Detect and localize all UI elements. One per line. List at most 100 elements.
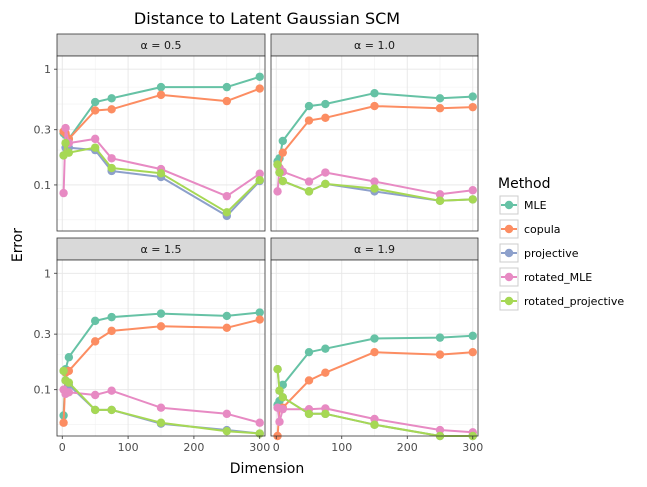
- legend-entry-projective: projective: [499, 243, 579, 263]
- legend-entry-rotated_MLE: rotated_MLE: [499, 267, 592, 287]
- data-point-MLE: [156, 82, 166, 92]
- panel-1: α = 0.5 0.1 0.3 1: [34, 33, 266, 232]
- y-tick-label: 0.3: [34, 328, 52, 341]
- data-point-rotated_projective: [435, 196, 445, 205]
- legend-label: rotated_MLE: [524, 271, 592, 284]
- x-tick-label: 300: [462, 441, 483, 454]
- data-point-copula: [321, 113, 330, 123]
- data-point-rotated_MLE: [435, 425, 445, 435]
- data-point-copula: [59, 418, 68, 427]
- data-point-rotated_projective: [59, 366, 68, 376]
- data-point-rotated_projective: [90, 405, 100, 415]
- data-point-copula: [107, 326, 116, 336]
- data-point-rotated_MLE: [222, 191, 232, 201]
- data-point-rotated_MLE: [107, 154, 116, 163]
- panel-4: α = 1.9 0 100 200 300: [270, 237, 483, 454]
- y-tick-label: 0.3: [34, 124, 52, 137]
- legend-key-point: [504, 272, 514, 282]
- data-point-rotated_projective: [156, 418, 166, 427]
- data-point-rotated_MLE: [222, 409, 232, 419]
- data-point-MLE: [90, 316, 100, 326]
- panel-3: α = 1.5 0.1 0.3 1 0 100 200 300: [34, 237, 270, 454]
- legend-label: MLE: [524, 199, 547, 212]
- panel-border: [270, 55, 479, 232]
- panel-strip-label: α = 1.9: [354, 243, 395, 256]
- data-point-MLE: [90, 97, 100, 107]
- data-point-rotated_MLE: [321, 168, 330, 177]
- chart-title: Distance to Latent Gaussian SCM: [134, 9, 400, 28]
- panel-strip-label: α = 0.5: [141, 39, 182, 52]
- data-point-rotated_MLE: [59, 188, 68, 198]
- data-point-MLE: [321, 344, 330, 353]
- data-point-copula: [255, 315, 264, 324]
- data-point-rotated_MLE: [90, 134, 100, 144]
- data-point-rotated_MLE: [64, 388, 74, 397]
- data-point-copula: [255, 84, 264, 93]
- x-axis-title: Dimension: [230, 461, 304, 477]
- data-point-copula: [321, 368, 330, 377]
- data-point-MLE: [468, 331, 477, 341]
- panels-layer: α = 0.5 0.1 0.3 1 α = 1.0 α = 1.5 0.1 0.3 1 0 100 2…: [34, 33, 483, 454]
- legend-label: rotated_projective: [524, 295, 624, 308]
- data-point-copula: [468, 347, 477, 357]
- data-point-MLE: [370, 334, 379, 343]
- y-tick-label: 0.1: [34, 384, 52, 397]
- data-point-rotated_projective: [275, 168, 284, 177]
- data-point-rotated_projective: [370, 420, 379, 429]
- data-point-copula: [107, 105, 116, 114]
- data-point-MLE: [222, 311, 232, 321]
- x-tick-label: 200: [397, 441, 418, 454]
- legend-key-point: [504, 248, 514, 258]
- data-point-rotated_projective: [468, 195, 477, 204]
- data-point-copula: [90, 337, 100, 346]
- data-point-rotated_projective: [255, 175, 264, 185]
- data-point-copula: [370, 347, 379, 357]
- y-tick-label: 1: [44, 267, 51, 280]
- data-point-rotated_MLE: [370, 177, 379, 186]
- data-point-MLE: [278, 136, 287, 146]
- data-point-rotated_projective: [278, 176, 287, 186]
- data-point-rotated_projective: [370, 184, 379, 193]
- data-point-rotated_MLE: [435, 190, 445, 199]
- data-point-rotated_MLE: [61, 123, 70, 133]
- data-point-copula: [370, 101, 379, 111]
- data-point-copula: [222, 323, 232, 333]
- data-point-rotated_MLE: [468, 186, 477, 195]
- data-point-rotated_MLE: [304, 177, 314, 186]
- data-point-rotated_projective: [321, 179, 330, 189]
- y-axis-title: Error: [10, 228, 26, 262]
- data-point-rotated_projective: [304, 409, 314, 419]
- data-point-rotated_MLE: [107, 386, 116, 395]
- x-tick-label: 200: [183, 441, 204, 454]
- data-point-rotated_projective: [273, 364, 282, 374]
- data-point-MLE: [107, 94, 116, 103]
- data-point-copula: [468, 102, 477, 112]
- data-point-rotated_projective: [61, 138, 70, 148]
- data-point-rotated_MLE: [90, 390, 100, 400]
- data-point-rotated_projective: [156, 169, 166, 178]
- data-point-MLE: [222, 82, 232, 92]
- data-point-MLE: [107, 312, 116, 322]
- legend-key-point: [504, 224, 514, 234]
- legend-entry-rotated_projective: rotated_projective: [499, 291, 624, 311]
- data-point-copula: [304, 116, 314, 125]
- data-point-MLE: [304, 347, 314, 357]
- data-point-rotated_projective: [304, 187, 314, 196]
- data-point-rotated_MLE: [255, 169, 264, 178]
- data-point-rotated_MLE: [278, 404, 287, 414]
- data-point-rotated_projective: [222, 426, 232, 436]
- x-tick-label: 300: [249, 441, 270, 454]
- data-point-MLE: [255, 308, 264, 317]
- data-point-rotated_MLE: [275, 417, 284, 426]
- data-point-rotated_projective: [64, 148, 74, 157]
- data-point-copula: [222, 96, 232, 106]
- panel-border: [56, 259, 266, 437]
- data-point-rotated_projective: [90, 143, 100, 152]
- data-point-copula: [435, 350, 445, 359]
- legend-title: Method: [498, 176, 551, 192]
- data-point-MLE: [435, 94, 445, 103]
- data-point-rotated_projective: [107, 163, 116, 173]
- data-point-copula: [304, 376, 314, 385]
- data-point-rotated_projective: [107, 405, 116, 415]
